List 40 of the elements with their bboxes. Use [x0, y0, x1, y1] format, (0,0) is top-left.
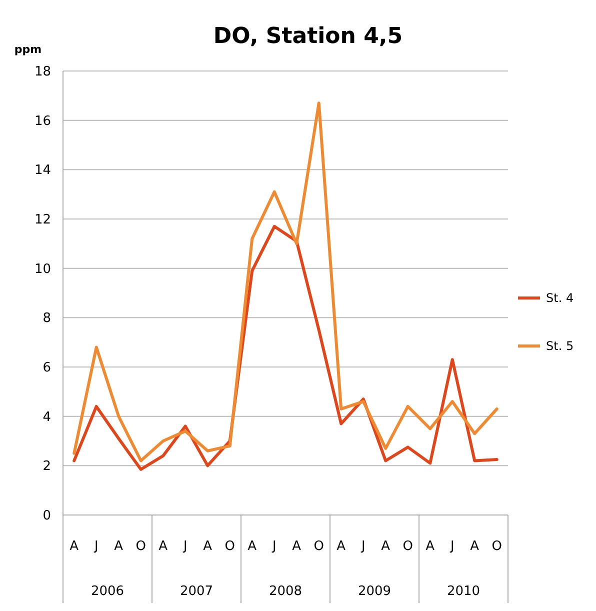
text: 2006 [90, 584, 124, 599]
y-tick-label: 2 [42, 459, 51, 474]
text: 2008 [268, 584, 302, 599]
x-tick-label: J [271, 539, 276, 554]
x-tick-label: A [114, 539, 124, 554]
y-axis-title: ppm [14, 43, 42, 56]
text: 2007 [180, 584, 214, 599]
x-tick-label: J [182, 539, 188, 554]
x-tick-label: O [492, 539, 502, 554]
x-tick-label: J [360, 539, 366, 554]
x-tick-label: A [426, 539, 435, 554]
y-tick-label: 6 [42, 360, 51, 376]
x-tick-label: J [449, 539, 454, 554]
y-tick-label: 10 [34, 262, 51, 277]
x-tick-label: O [314, 539, 324, 554]
y-tick-label: 12 [34, 212, 51, 228]
x-tick-label: A [336, 539, 346, 554]
x-tick-label: A [248, 539, 257, 554]
x-tick-label: J [93, 539, 98, 554]
x-tick-label: A [470, 539, 480, 554]
y-tick-label: 18 [34, 64, 51, 80]
y-tick-label: 4 [42, 410, 51, 425]
x-tick-label: A [70, 539, 79, 554]
x-tick-label: A [203, 539, 212, 554]
x-tick-label: O [136, 539, 146, 554]
x-tick-label: O [402, 539, 413, 554]
text: 2009 [358, 584, 392, 599]
legend-label: St. 4 [546, 291, 574, 306]
y-tick-label: 8 [42, 311, 51, 326]
y-tick-label: 14 [34, 163, 51, 178]
x-tick-label: O [224, 539, 235, 554]
chart-title: DO, Station 4,5 [213, 24, 403, 49]
legend-label: St. 5 [546, 339, 574, 354]
x-tick-label: A [381, 539, 390, 554]
y-tick-label: 0 [42, 508, 51, 524]
text: 2010 [446, 584, 480, 599]
y-tick-label: 16 [34, 114, 51, 129]
x-tick-label: A [292, 539, 302, 554]
x-tick-label: A [158, 539, 168, 554]
line-series [72, 102, 498, 462]
